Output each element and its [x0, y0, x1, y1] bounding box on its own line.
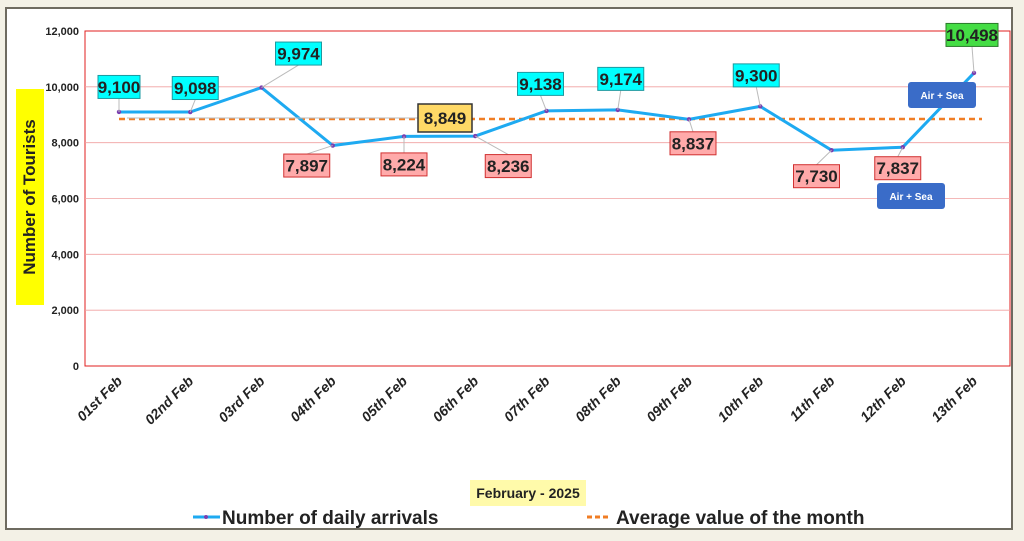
x-tick-label: 03rd Feb [215, 372, 268, 425]
data-label: 8,236 [487, 157, 530, 176]
annotation-box [877, 183, 945, 209]
data-label-box [793, 164, 840, 189]
data-label-box [97, 74, 141, 99]
x-tick-label: 07th Feb [501, 372, 553, 424]
data-label: 7,897 [285, 157, 328, 176]
y-tick-label: 2,000 [51, 305, 79, 317]
data-label: 9,100 [98, 78, 141, 97]
annotation-label: Air + Sea [889, 192, 933, 203]
data-label-box [283, 153, 331, 178]
data-label: 9,138 [519, 75, 562, 94]
x-tick-label: 11th Feb [786, 372, 838, 424]
line-chart: 0 2,000 4,000 6,000 8,000 10,000 12,000 01st Fe… [45, 22, 1011, 528]
y-tick-label: 10,000 [45, 82, 79, 94]
data-label-box [669, 131, 717, 156]
data-label: 9,098 [174, 79, 217, 98]
x-tick-label: 10th Feb [714, 372, 766, 424]
data-label: 7,837 [876, 159, 919, 178]
data-label-leader [189, 99, 196, 113]
data-point [188, 109, 193, 115]
y-tick-label: 0 [73, 361, 79, 373]
data-label-box [484, 154, 532, 179]
legend-marker-arrivals [204, 515, 208, 519]
x-axis-label: February - 2025 [470, 480, 586, 506]
annotation-box [908, 82, 976, 108]
data-label: 9,974 [277, 45, 320, 64]
data-point [259, 85, 264, 90]
data-label: 9,300 [735, 66, 778, 85]
legend-label-arrivals: Number of daily arrivals [222, 508, 438, 528]
data-label: 8,224 [383, 155, 426, 174]
data-point [116, 109, 122, 115]
data-point [544, 108, 549, 114]
x-tick-label: 04th Feb [287, 372, 339, 424]
data-label-leader [540, 95, 547, 112]
data-label-leader [617, 90, 622, 110]
x-tick-label: 12th Feb [857, 372, 909, 424]
data-label-box [171, 76, 219, 101]
data-label-box [945, 22, 999, 47]
legend-label-average: Average value of the month [616, 508, 864, 528]
data-label-leader [971, 46, 975, 73]
x-tick-label: 13th Feb [928, 372, 980, 424]
average-label-box [417, 103, 473, 133]
data-label-box [275, 41, 322, 66]
data-label-box [732, 63, 780, 88]
x-tick-label: 09th Feb [643, 372, 695, 424]
average-label: 8,849 [424, 109, 467, 128]
data-label-leader [475, 135, 509, 156]
data-label-box [597, 66, 645, 91]
x-tick-label: 08th Feb [572, 372, 624, 424]
y-tick-label: 8,000 [51, 138, 79, 150]
data-label-leader [261, 64, 299, 88]
y-axis-label: Number of Tourists [16, 89, 44, 305]
x-tick-label: 05th Feb [358, 372, 410, 424]
data-label-leader [897, 146, 904, 157]
y-tick-label: 4,000 [51, 249, 79, 261]
data-label: 8,837 [672, 134, 715, 153]
data-label-leader [306, 145, 333, 155]
y-tick-label: 12,000 [45, 26, 79, 38]
data-label-box [380, 152, 428, 177]
data-label-leader [755, 86, 761, 107]
chart-frame: Number of Tourists February - 2025 0 2,00… [5, 7, 1013, 530]
y-tick-label: 6,000 [51, 194, 79, 206]
data-label-leader [688, 119, 694, 132]
data-label-box [874, 156, 922, 181]
data-label-leader [816, 149, 832, 166]
data-label: 7,730 [795, 167, 838, 186]
data-label: 10,498 [946, 26, 998, 45]
x-tick-label: 02nd Feb [142, 373, 197, 428]
x-tick-label: 01st Feb [74, 372, 126, 424]
x-tick-label: 06th Feb [429, 372, 481, 424]
data-label-box [517, 71, 564, 96]
annotation-label: Air + Sea [920, 91, 964, 102]
data-label: 9,174 [599, 70, 642, 89]
